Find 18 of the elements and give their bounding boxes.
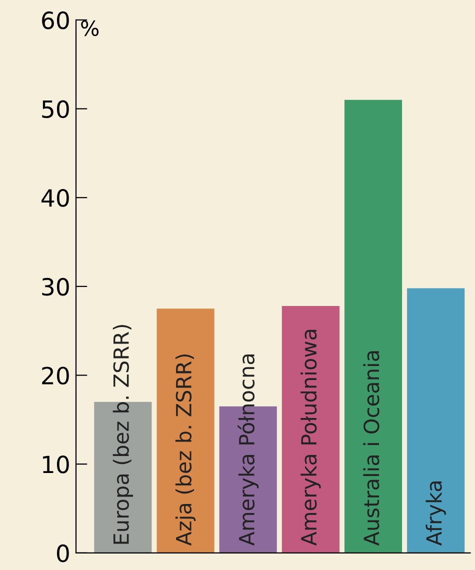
y-tick-label: 10	[42, 456, 69, 474]
y-tick-label: 40	[42, 189, 69, 207]
y-tick-label: 20	[42, 366, 69, 385]
x-tick-label: Azja (bez b. ZSRR)	[175, 354, 196, 546]
bar	[282, 306, 340, 553]
y-tick-label: 50	[42, 100, 69, 118]
bar	[344, 100, 402, 553]
y-axis-title: %	[81, 20, 99, 36]
bar	[156, 308, 214, 553]
y-tick-label: 30	[42, 278, 69, 296]
x-tick-label: Ameryka Północna	[238, 354, 259, 546]
bar	[407, 288, 465, 553]
x-tick-label: Europa (bez b. ZSRR)	[112, 324, 134, 544]
x-tick-label: Australia i Oceania	[363, 351, 380, 546]
y-tick-label: 0	[56, 544, 69, 562]
x-tick-label: Afryka	[426, 481, 446, 546]
x-tick-label: Ameryka Południowa	[300, 330, 321, 546]
y-tick-label: 60	[42, 11, 69, 30]
